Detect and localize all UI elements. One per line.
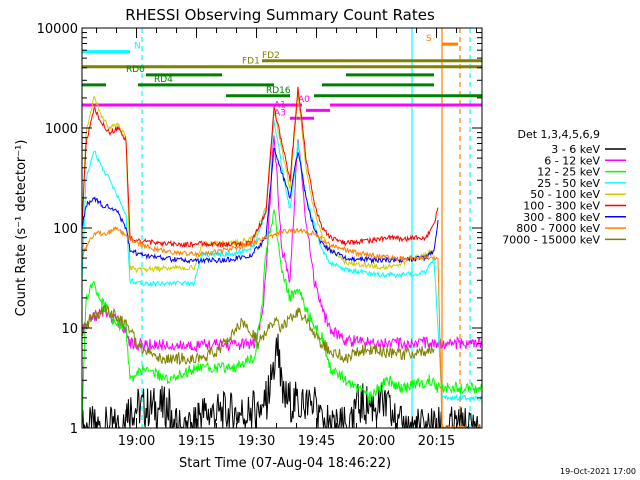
- x-tick-label: 20:00: [358, 434, 395, 449]
- series-line-5: [81, 86, 439, 248]
- series-line-6: [81, 147, 439, 265]
- chart-title: RHESSI Observing Summary Count Rates: [125, 6, 435, 24]
- x-tick-label: 19:30: [238, 434, 275, 449]
- annotation-label-n: N: [134, 42, 141, 52]
- legend-label-4: 50 - 100 keV: [530, 188, 600, 201]
- legend-label-8: 7000 - 15000 keV: [502, 233, 600, 246]
- annotation-label-s: S: [426, 34, 432, 44]
- annotation-label-rd4: RD4: [154, 75, 173, 85]
- annotation-label-fd2: FD2: [262, 51, 280, 61]
- annotation-label-a1: A1: [274, 100, 286, 110]
- annotation-label-rd16: RD16: [266, 86, 291, 96]
- legend-label-6: 300 - 800 keV: [523, 211, 600, 224]
- legend-title: Det 1,3,4,5,6,9: [517, 128, 600, 141]
- x-tick-label: 19:15: [178, 434, 215, 449]
- series-line-7: [81, 225, 482, 430]
- legend-label-5: 100 - 300 keV: [523, 200, 600, 213]
- annotation-label-fd1: FD1: [242, 57, 260, 67]
- series-line-0: [81, 333, 482, 430]
- legend-label-1: 6 - 12 keV: [544, 154, 600, 167]
- x-tick-label: 20:15: [418, 434, 455, 449]
- x-axis-label: Start Time (07-Aug-04 18:46:22): [179, 456, 391, 471]
- y-tick-label: 1000: [45, 122, 78, 137]
- y-tick-label: 100: [53, 222, 78, 237]
- series-line-2: [81, 209, 483, 425]
- x-tick-label: 19:00: [118, 434, 155, 449]
- annotation-label-a0: A0: [298, 95, 310, 105]
- legend-label-3: 25 - 50 keV: [537, 177, 600, 190]
- axes: 1 10 100 1000 10000 19:00 19:15 19:30 19:45 20:00…: [37, 22, 482, 449]
- x-tick-label: 19:45: [298, 434, 335, 449]
- annotation-label-rd0: RD0: [126, 65, 145, 75]
- series-line-8: [81, 304, 435, 366]
- y-tick-label: 1: [70, 422, 78, 437]
- y-tick-label: 10: [61, 322, 78, 337]
- legend-label-2: 12 - 25 keV: [537, 166, 600, 179]
- legend-label-7: 800 - 7000 keV: [516, 222, 600, 235]
- legend-label-0: 3 - 6 keV: [551, 143, 600, 156]
- series-line-3: [81, 119, 483, 402]
- y-tick-label: 10000: [37, 22, 78, 37]
- footer-timestamp: 19-Oct-2021 17:00: [560, 467, 636, 476]
- annotation-label-a3: A3: [274, 108, 286, 118]
- y-axis-label: Count Rate (s⁻¹ detector⁻¹): [14, 140, 29, 317]
